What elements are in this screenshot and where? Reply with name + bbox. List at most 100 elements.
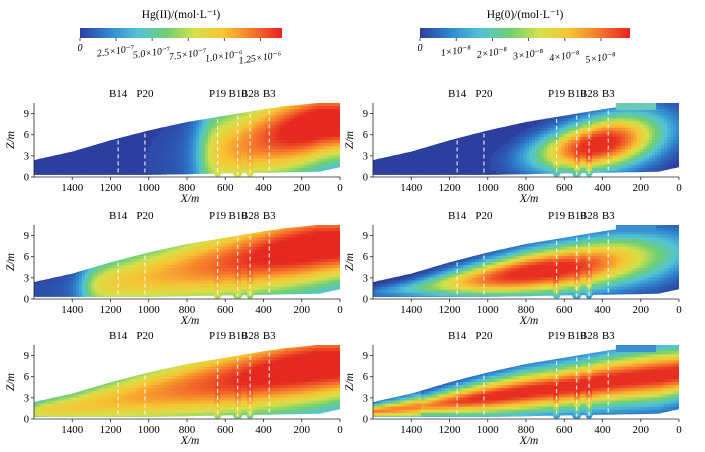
field-cell <box>499 106 503 110</box>
field-cell <box>664 170 668 175</box>
field-cell <box>382 161 386 166</box>
field-cell <box>133 143 137 147</box>
field-cell <box>415 127 419 132</box>
field-cell <box>256 136 260 141</box>
field-cell <box>226 149 230 153</box>
field-cell <box>94 118 98 123</box>
field-cell <box>295 130 299 135</box>
field-cell <box>229 152 233 157</box>
field-cell <box>40 130 44 135</box>
field-cell <box>148 133 152 138</box>
field-cell <box>667 118 671 123</box>
field-cell <box>286 109 290 113</box>
field-cell <box>466 158 470 163</box>
field-cell <box>580 115 584 120</box>
field-cell <box>517 146 521 150</box>
field-cell <box>280 112 284 116</box>
field-cell <box>106 136 110 141</box>
field-cell <box>262 109 266 113</box>
field-cell <box>265 164 269 169</box>
field-cell <box>475 146 479 150</box>
field-cell <box>136 170 140 175</box>
field-cell <box>499 158 503 163</box>
field-cell <box>298 103 302 107</box>
field-cell <box>268 158 272 163</box>
field-cell <box>562 155 566 160</box>
field-cell <box>436 127 440 132</box>
field-cell <box>136 106 140 110</box>
field-cell <box>577 143 581 147</box>
field-cell <box>433 103 437 107</box>
field-cell <box>388 149 392 153</box>
field-cell <box>331 152 335 157</box>
field-cell <box>568 170 572 175</box>
field-cell <box>481 112 485 116</box>
field-cell <box>115 170 119 175</box>
field-cell <box>475 118 479 123</box>
field-cell <box>259 161 263 166</box>
field-cell <box>478 118 482 123</box>
field-cell <box>478 115 482 120</box>
field-cell <box>598 121 602 126</box>
field-cell <box>292 167 296 172</box>
field-cell <box>199 170 203 175</box>
field-cell <box>109 146 113 150</box>
field-cell <box>175 143 179 147</box>
field-cell <box>223 121 227 126</box>
field-cell <box>106 130 110 135</box>
field-cell <box>571 161 575 166</box>
field-cell <box>457 143 461 147</box>
field-cell <box>175 118 179 123</box>
field-cell <box>454 140 458 144</box>
field-cell <box>211 158 215 163</box>
field-cell <box>517 106 521 110</box>
field-cell <box>283 112 287 116</box>
field-cell <box>157 115 161 120</box>
field-cell <box>100 112 104 116</box>
field-cell <box>391 140 395 144</box>
field-cell <box>562 133 566 138</box>
field-cell <box>454 149 458 153</box>
field-cell <box>649 161 653 166</box>
field-cell <box>46 152 50 157</box>
field-cell <box>160 170 164 175</box>
field-cell <box>109 103 113 107</box>
field-cell <box>193 164 197 169</box>
field-cell <box>577 152 581 157</box>
field-cell <box>295 136 299 141</box>
field-cell <box>421 136 425 141</box>
field-cell <box>160 143 164 147</box>
field-cell <box>418 136 422 141</box>
field-cell <box>451 155 455 160</box>
field-cell <box>310 103 314 107</box>
field-cell <box>190 140 194 144</box>
field-cell <box>250 173 254 177</box>
field-cell <box>286 140 290 144</box>
field-cell <box>292 127 296 132</box>
field-cell <box>61 170 65 175</box>
field-cell <box>256 121 260 126</box>
field-cell <box>427 136 431 141</box>
field-cell <box>556 115 560 120</box>
field-cell <box>418 143 422 147</box>
field-cell <box>238 118 242 123</box>
field-cell <box>73 152 77 157</box>
field-cell <box>484 146 488 150</box>
field-cell <box>235 143 239 147</box>
y-axis-label: Z/m <box>5 131 17 149</box>
field-cell <box>157 155 161 160</box>
field-cell <box>628 127 632 132</box>
field-cell <box>184 124 188 129</box>
field-cell <box>523 115 527 120</box>
field-cell <box>562 103 566 107</box>
field-cell <box>517 155 521 160</box>
field-cell <box>643 155 647 160</box>
field-cell <box>571 149 575 153</box>
field-cell <box>259 146 263 150</box>
field-cell <box>577 118 581 123</box>
field-cell <box>244 146 248 150</box>
field-cell <box>484 164 488 169</box>
field-cell <box>55 158 59 163</box>
field-cell <box>562 146 566 150</box>
